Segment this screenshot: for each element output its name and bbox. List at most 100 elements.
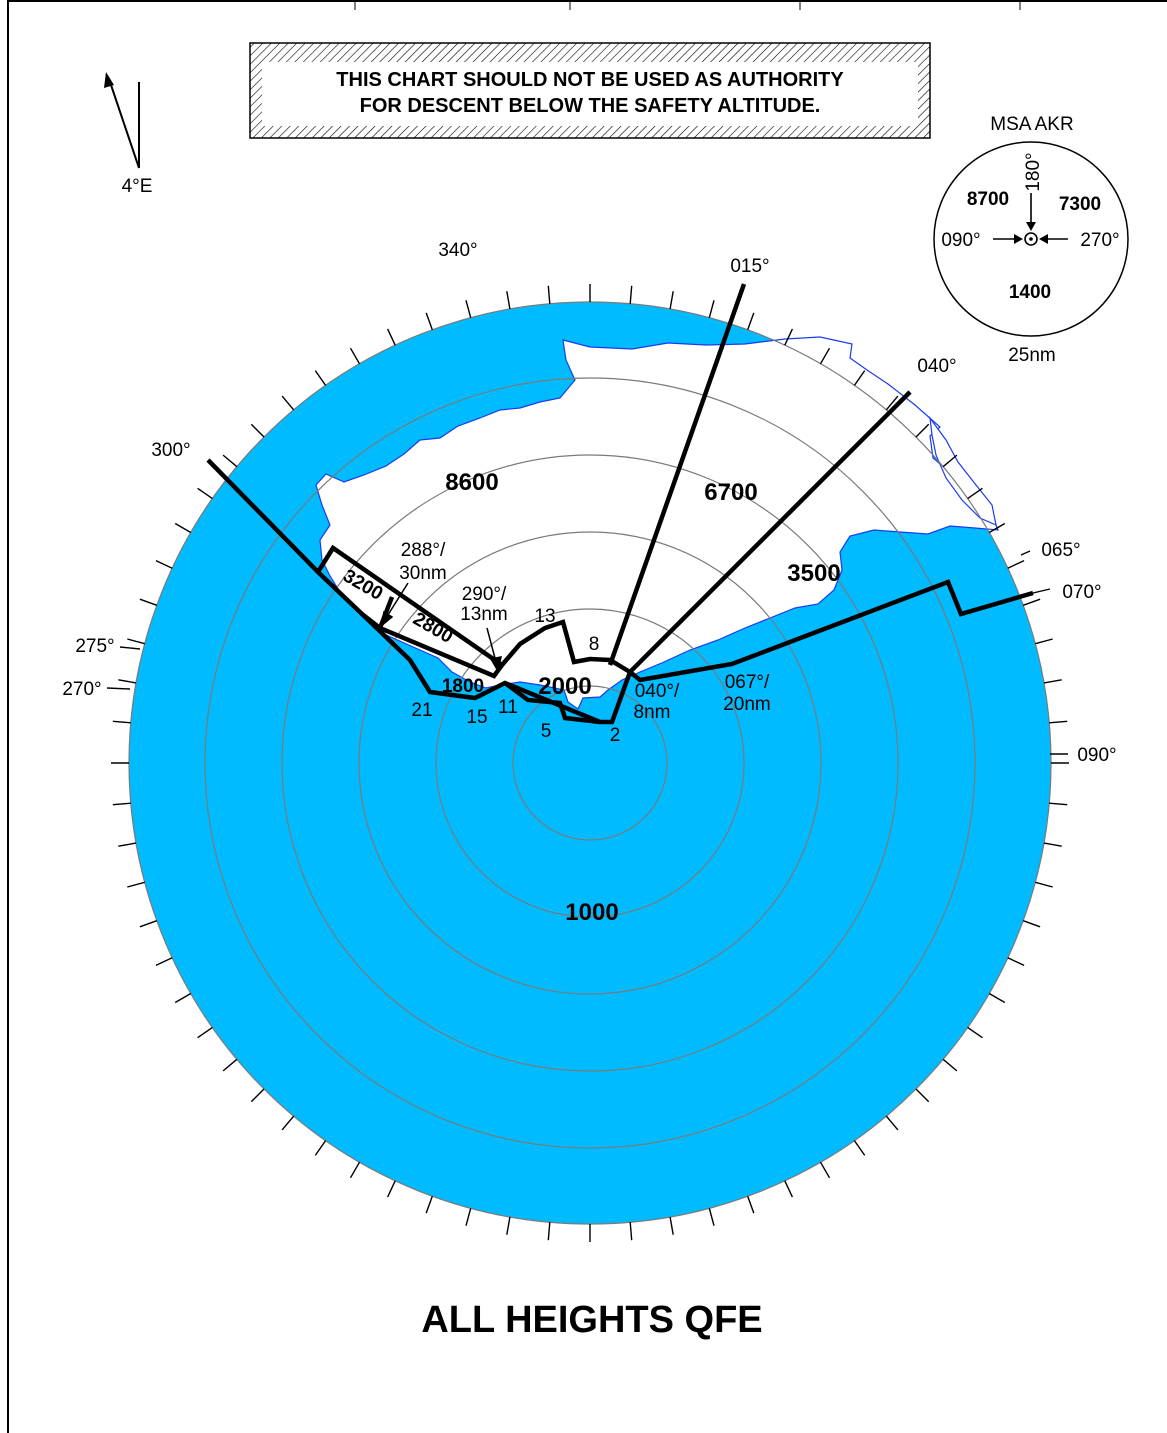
compass-tick (222, 1058, 238, 1072)
compass-tick (349, 1161, 361, 1179)
compass-tick (1022, 598, 1041, 606)
bearing-275: 275° (75, 636, 114, 657)
compass-tick (127, 638, 145, 645)
compass-tick (174, 992, 192, 1004)
compass-tick (547, 1222, 551, 1241)
boundary-015 (607, 283, 747, 666)
msa-bearing-right: 270° (1080, 230, 1119, 251)
compass-tick (127, 881, 145, 888)
warning-line-2: FOR DESCENT BELOW THE SAFETY ALTITUDE. (360, 95, 821, 117)
compass-tick (139, 920, 158, 928)
compass-tick (669, 291, 674, 310)
bearing-300: 300° (151, 440, 190, 461)
range-ring (512, 685, 668, 841)
range-15: 15 (466, 707, 487, 728)
compass-tick (853, 370, 866, 386)
all-heights-qfe-note: ALL HEIGHTS QFE (421, 1299, 762, 1341)
range-ring (435, 608, 745, 918)
fix-arrows (379, 582, 502, 674)
bearing-tick-270 (106, 687, 131, 690)
msa-station-dot-icon (1029, 237, 1033, 241)
warning-box: THIS CHART SHOULD NOT BE USED AS AUTHORI… (249, 42, 931, 139)
msa-inset: MSA AKR 8700 7300 1400 180° 090° 270° 25… (933, 114, 1129, 366)
range-numbers: 13 8 21 15 11 5 2 (411, 606, 620, 746)
fix-290-bearing: 290°/ (462, 584, 507, 605)
msa-sector-nw: 8700 (967, 189, 1009, 210)
compass-tick (915, 1088, 930, 1103)
bearing-065: 065° (1041, 540, 1080, 561)
compass-tick (629, 1222, 633, 1241)
bearing-340: 340° (438, 240, 477, 261)
compass-tick (112, 802, 131, 806)
compass-rose-ticks (111, 284, 1069, 1242)
compass-tick (1022, 920, 1041, 928)
bearing-090: 090° (1077, 745, 1116, 766)
bearing-015: 015° (730, 256, 769, 277)
boundary-040 (628, 390, 912, 674)
boundary-2000-arc (500, 619, 632, 674)
fix-288-distance: 30nm (399, 563, 447, 584)
compass-tick (942, 1058, 958, 1072)
compass-tick (1043, 842, 1062, 847)
fix-290-distance: 13nm (460, 604, 508, 625)
bearing-270: 270° (62, 679, 101, 700)
boundary-300 (206, 458, 633, 725)
compass-tick (112, 720, 131, 724)
compass-tick (1049, 720, 1068, 724)
compass-tick (506, 1216, 511, 1235)
altitude-1000: 1000 (565, 899, 618, 926)
compass-tick (314, 1140, 327, 1156)
range-13: 13 (534, 606, 555, 627)
compass-tick (465, 1208, 472, 1226)
sector-boundaries (206, 283, 1034, 725)
compass-tick (629, 285, 633, 304)
compass-tick (988, 522, 1006, 534)
compass-tick (281, 395, 295, 411)
bearing-040: 040° (917, 356, 956, 377)
compass-tick (1007, 957, 1025, 967)
compass-tick (155, 559, 173, 569)
compass-tick (967, 487, 983, 500)
compass-tick (708, 300, 715, 318)
fix-067-bearing: 067°/ (725, 672, 770, 693)
compass-tick (988, 992, 1006, 1004)
magnetic-north-line (109, 81, 140, 169)
compass-tick (386, 1180, 396, 1198)
compass-tick (819, 1161, 831, 1179)
compass-tick (281, 1115, 295, 1131)
compass-tick (222, 454, 238, 468)
compass-tick (784, 328, 794, 346)
north-arrowhead-icon (104, 72, 114, 88)
compass-tick (250, 423, 265, 438)
compass-tick (197, 1026, 213, 1039)
compass-tick (506, 291, 511, 310)
arrow-288-30nm (385, 582, 409, 619)
fix-040-distance: 8nm (634, 702, 671, 723)
fix-288-bearing: 288°/ (401, 540, 446, 561)
warning-line-1: THIS CHART SHOULD NOT BE USED AS AUTHORI… (336, 69, 844, 91)
altitude-8600: 8600 (445, 469, 498, 496)
compass-tick (349, 347, 361, 365)
compass-tick (747, 1195, 755, 1214)
msa-arrowhead-icon (1014, 234, 1023, 244)
compass-tick (547, 285, 551, 304)
compass-tick (314, 370, 327, 386)
range-2: 2 (610, 725, 621, 746)
compass-tick (250, 1088, 265, 1103)
compass-tick (942, 454, 958, 468)
boundary-070 (628, 579, 1034, 683)
compass-tick (747, 312, 755, 331)
compass-tick (174, 522, 192, 534)
msa-arrowhead-icon (1026, 222, 1036, 231)
bearing-tick-070 (1032, 588, 1051, 594)
compass-tick (885, 1115, 899, 1131)
bearing-070: 070° (1062, 582, 1101, 603)
range-8: 8 (589, 634, 600, 655)
compass-tick (1035, 881, 1053, 888)
altitude-6700: 6700 (704, 479, 757, 506)
bearing-tick-275 (119, 646, 141, 650)
arrowhead-icon (489, 656, 502, 674)
compass-tick (708, 1208, 715, 1226)
